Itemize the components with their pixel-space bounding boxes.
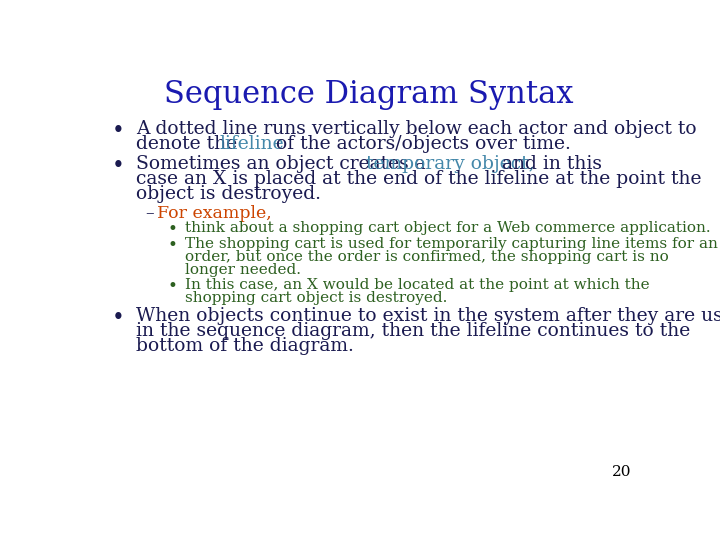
Text: For example,: For example, bbox=[157, 205, 271, 221]
Text: •: • bbox=[112, 307, 125, 329]
Text: Sometimes an object creates a: Sometimes an object creates a bbox=[137, 155, 432, 173]
Text: In this case, an X would be located at the point at which the: In this case, an X would be located at t… bbox=[184, 279, 649, 293]
Text: A dotted line runs vertically below each actor and object to: A dotted line runs vertically below each… bbox=[137, 120, 697, 138]
Text: and in this: and in this bbox=[496, 155, 603, 173]
Text: lifeline: lifeline bbox=[220, 135, 284, 153]
Text: When objects continue to exist in the system after they are used: When objects continue to exist in the sy… bbox=[137, 307, 720, 325]
Text: •: • bbox=[112, 155, 125, 177]
Text: object is destroyed.: object is destroyed. bbox=[137, 185, 322, 203]
Text: 20: 20 bbox=[611, 465, 631, 479]
Text: •: • bbox=[168, 221, 177, 239]
Text: order, but once the order is confirmed, the shopping cart is no: order, but once the order is confirmed, … bbox=[184, 250, 668, 264]
Text: denote the: denote the bbox=[137, 135, 243, 153]
Text: •: • bbox=[168, 279, 177, 295]
Text: longer needed.: longer needed. bbox=[184, 262, 300, 276]
Text: shopping cart object is destroyed.: shopping cart object is destroyed. bbox=[184, 291, 447, 305]
Text: case an X is placed at the end of the lifeline at the point the: case an X is placed at the end of the li… bbox=[137, 170, 702, 188]
Text: in the sequence diagram, then the lifeline continues to the: in the sequence diagram, then the lifeli… bbox=[137, 322, 690, 340]
Text: Sequence Diagram Syntax: Sequence Diagram Syntax bbox=[164, 79, 574, 110]
Text: bottom of the diagram.: bottom of the diagram. bbox=[137, 337, 354, 355]
Text: The shopping cart is used for temporarily capturing line items for an: The shopping cart is used for temporaril… bbox=[184, 237, 717, 251]
Text: •: • bbox=[168, 237, 177, 254]
Text: of the actors/objects over time.: of the actors/objects over time. bbox=[269, 135, 570, 153]
Text: –: – bbox=[145, 205, 160, 221]
Text: temporary object,: temporary object, bbox=[366, 155, 534, 173]
Text: think about a shopping cart object for a Web commerce application.: think about a shopping cart object for a… bbox=[184, 221, 710, 235]
Text: •: • bbox=[112, 120, 125, 142]
